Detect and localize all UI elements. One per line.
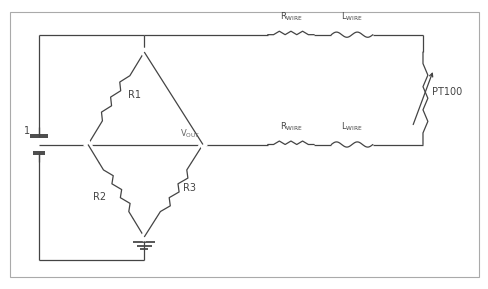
Text: V$_{\mathregular{OUT}}$: V$_{\mathregular{OUT}}$ [180,128,200,140]
Text: 1: 1 [24,126,30,136]
Text: L$_{\mathregular{WIRE}}$: L$_{\mathregular{WIRE}}$ [341,11,362,23]
Text: R2: R2 [93,192,106,201]
Text: R$_{\mathregular{WIRE}}$: R$_{\mathregular{WIRE}}$ [279,11,302,23]
Text: PT100: PT100 [431,88,461,97]
Text: R3: R3 [183,183,196,193]
Text: R$_{\mathregular{WIRE}}$: R$_{\mathregular{WIRE}}$ [279,121,302,133]
Text: L$_{\mathregular{WIRE}}$: L$_{\mathregular{WIRE}}$ [341,121,362,133]
Text: R1: R1 [128,90,141,100]
